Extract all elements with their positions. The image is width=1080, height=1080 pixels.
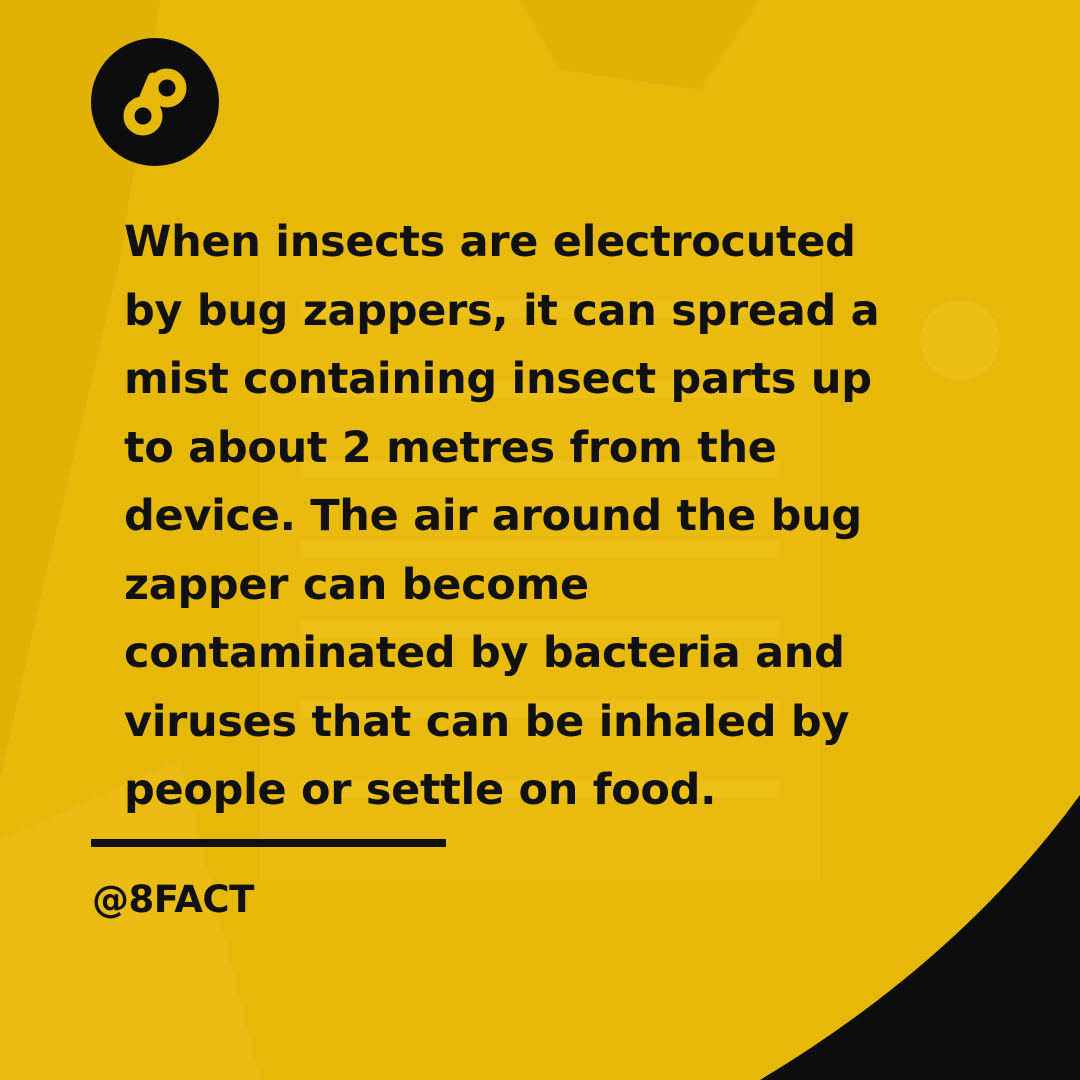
fact-line: by bug zappers, it can spread a — [124, 285, 880, 336]
infinity-eight-icon — [91, 38, 219, 166]
fact-line: device. The air around the bug — [124, 491, 862, 541]
fact-line: When insects are electrocuted — [124, 217, 856, 267]
brand-handle: @8FACT — [92, 878, 254, 921]
fact-text: When insects are electrocuted by bug zap… — [124, 208, 1024, 825]
fact-line: contaminated by bacteria and — [124, 628, 845, 678]
fact-line: to about 2 metres from the — [124, 422, 777, 473]
divider-bar — [91, 839, 446, 847]
fact-line: viruses that can be inhaled by — [124, 696, 850, 747]
fact-line: zapper can become — [124, 559, 589, 610]
fact-line: mist containing insect parts up — [124, 354, 872, 404]
fact-line: people or settle on food. — [124, 765, 717, 815]
